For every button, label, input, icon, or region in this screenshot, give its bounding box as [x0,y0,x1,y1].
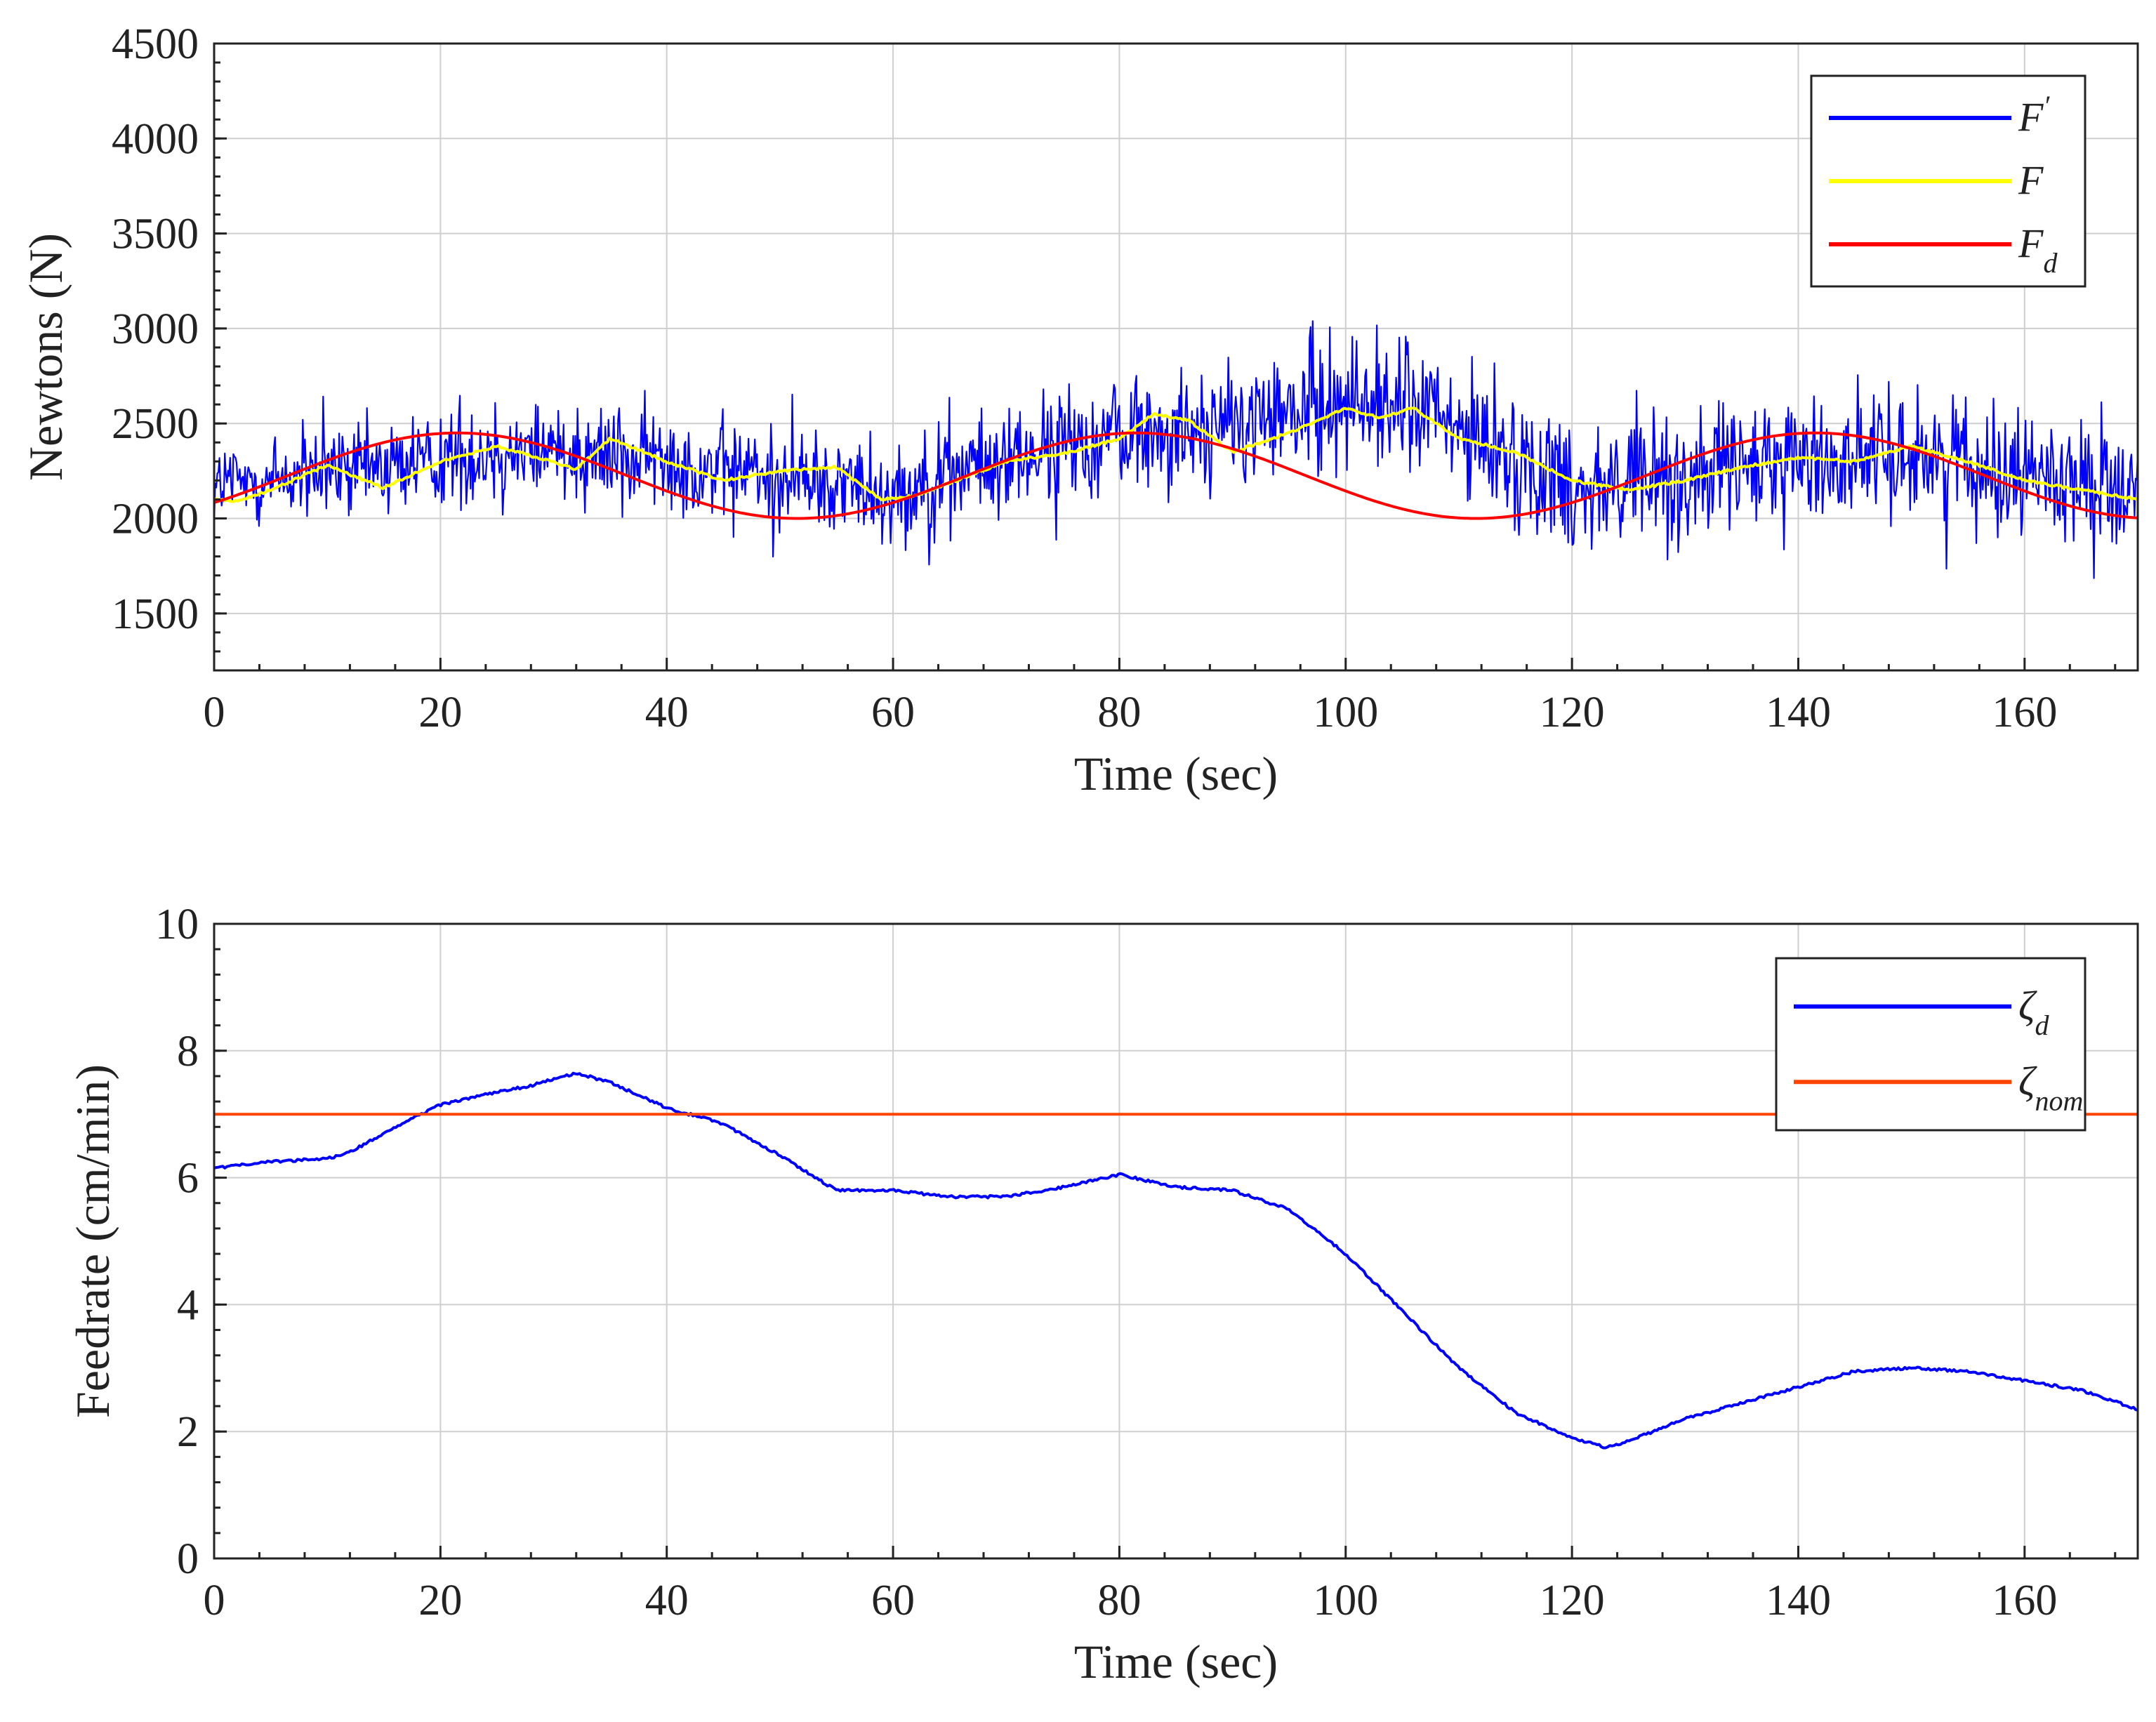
x-tick-label: 160 [1992,1577,2057,1624]
legend-label: ζd [2018,983,2049,1041]
y-tick-label: 4 [177,1281,199,1329]
y-tick-label: 3000 [112,305,199,353]
y-tick-label: 4000 [112,115,199,163]
feedrate-chart-ylabel: Feedrate (cm/min) [66,1064,119,1418]
force-chart-series [214,320,2138,579]
x-tick-label: 40 [645,1577,689,1624]
series-line-0 [214,1071,2138,1450]
y-tick-label: 2000 [112,496,199,543]
feedrate-chart-xlabel: Time (sec) [1074,1635,1278,1688]
x-tick-label: 80 [1097,1577,1141,1624]
force-chart: 0 20 40 60 80 100 120 140 160 1500 2000 2500 3000 350… [19,20,2139,800]
y-tick-label: 10 [155,901,199,948]
force-chart-legend: F′ F Fd [1810,74,2086,288]
force-chart-ticks: 0 20 40 60 80 100 120 140 160 1500 2000 2500 3000 350… [112,20,2117,736]
x-tick-label: 20 [418,689,462,736]
feedrate-chart-frame [213,922,2139,1560]
series-line-2 [214,431,2138,520]
feedrate-chart-ticks: 0 20 40 60 80 100 120 140 160 0 2 4 6 8 10 [155,901,2117,1624]
legend-label: Fd [2018,220,2058,279]
x-tick-label: 120 [1540,689,1605,736]
legend-label: F′ [2018,90,2050,140]
y-tick-label: 6 [177,1155,199,1203]
x-tick-label: 140 [1766,1577,1831,1624]
series-line-1 [214,406,2138,503]
x-tick-label: 20 [418,1577,462,1624]
x-tick-label: 60 [871,1577,915,1624]
x-tick-label: 0 [204,689,225,736]
x-tick-label: 140 [1766,689,1831,736]
legend-box [1775,957,2086,1132]
force-chart-frame [213,42,2139,672]
x-tick-label: 100 [1313,689,1378,736]
y-tick-label: 3500 [112,211,199,258]
y-tick-label: 4500 [112,20,199,68]
y-tick-label: 0 [177,1535,199,1583]
x-tick-label: 80 [1097,689,1141,736]
feedrate-chart-legend: ζd ζnom [1775,957,2086,1132]
force-chart-xlabel: Time (sec) [1074,747,1278,800]
legend-label: F [2018,157,2044,203]
x-tick-label: 120 [1540,1577,1605,1624]
series-line-0 [214,320,2138,579]
y-tick-label: 2500 [112,400,199,448]
x-tick-label: 60 [871,689,915,736]
y-tick-label: 2 [177,1408,199,1456]
force-chart-ylabel: Newtons (N) [19,233,72,481]
y-tick-label: 8 [177,1028,199,1075]
x-tick-label: 0 [204,1577,225,1624]
y-tick-label: 1500 [112,590,199,638]
legend-label: ζnom [2018,1058,2083,1116]
x-tick-label: 160 [1992,689,2057,736]
x-tick-label: 100 [1313,1577,1378,1624]
x-tick-label: 40 [645,689,689,736]
